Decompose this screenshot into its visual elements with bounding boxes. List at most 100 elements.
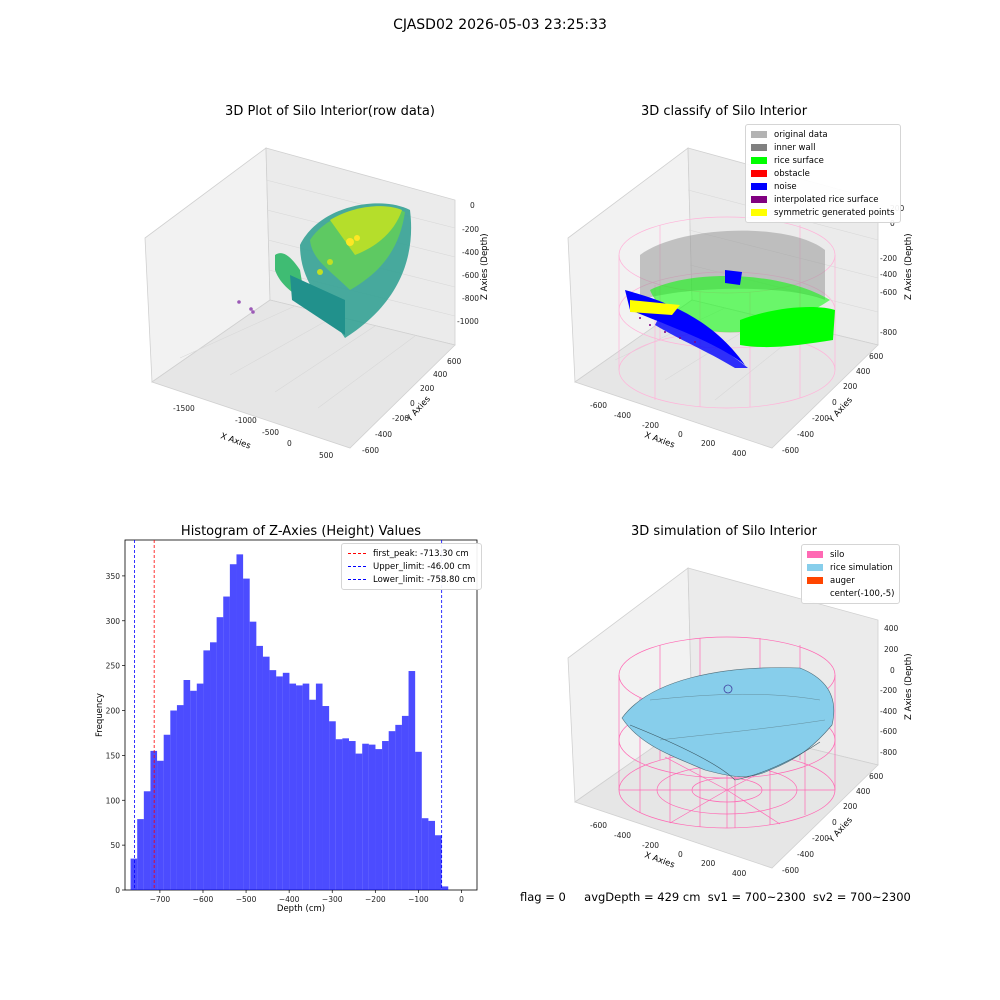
histogram-bar xyxy=(329,721,336,890)
legend-line xyxy=(348,579,366,580)
sim-ytick: 400 xyxy=(856,787,871,796)
legend-item-upper-limit: Upper_limit: -46.00 cm xyxy=(348,560,475,573)
histogram-ytick-label: 150 xyxy=(106,751,121,760)
classify-ytick: 400 xyxy=(856,367,871,376)
histogram-bar xyxy=(368,744,376,890)
legend-item-obstacle: obstacle xyxy=(751,167,895,180)
raw-xtick: 500 xyxy=(319,451,334,460)
histogram-bar xyxy=(342,738,349,890)
sim-xtick: -200 xyxy=(642,841,659,850)
legend-item-original-data: original data xyxy=(751,128,895,141)
classify-plot-title: 3D classify of Silo Interior xyxy=(640,104,808,119)
histogram-bar xyxy=(382,741,389,890)
raw-ylabel: Y Axies xyxy=(404,394,433,425)
raw-zlabel: Z Axies (Depth) xyxy=(480,233,490,300)
histogram-bar xyxy=(296,685,303,890)
histogram-bar xyxy=(143,791,151,890)
legend-item-noise: noise xyxy=(751,180,895,193)
raw-xlabel: X Axies xyxy=(219,431,252,451)
histogram-xtick-label: −100 xyxy=(408,895,429,904)
legend-swatch xyxy=(807,577,823,584)
sim-xtick: -600 xyxy=(590,821,607,830)
classify-xtick: -600 xyxy=(590,401,607,410)
classify-ztick: -400 xyxy=(880,270,897,279)
histogram-bar xyxy=(309,699,316,890)
histogram-bar xyxy=(348,741,356,890)
histogram-bar xyxy=(408,671,416,890)
histogram-xtick-label: −300 xyxy=(322,895,343,904)
histogram-bar xyxy=(163,734,171,890)
raw-ztick: -800 xyxy=(462,294,479,303)
histogram-bar xyxy=(176,705,184,890)
sim-ztick: -200 xyxy=(880,686,897,695)
histogram-bar xyxy=(216,617,224,890)
classify-xtick: -200 xyxy=(642,421,659,430)
legend-item-lower-limit: Lower_limit: -758.80 cm xyxy=(348,573,475,586)
histogram-bar xyxy=(322,706,330,890)
avg-depth-value: avgDepth = 429 cm xyxy=(584,890,701,904)
legend-item-interpolated: interpolated rice surface xyxy=(751,193,895,206)
raw-ztick: -1000 xyxy=(457,317,479,326)
sim-ztick: 400 xyxy=(884,624,899,633)
rice-simulation-surface xyxy=(621,667,835,781)
legend-item-auger: auger xyxy=(807,574,894,587)
histogram-ytick-label: 250 xyxy=(106,662,121,671)
simulation-3d-plot[interactable]: -600 -400 -200 0 200 400 -600 -400 -200 … xyxy=(555,560,920,890)
raw-ztick: 0 xyxy=(470,201,475,210)
legend-swatch xyxy=(751,131,767,138)
sim-xtick: 400 xyxy=(732,869,747,878)
simulation-legend: silo rice simulation auger center(-100,-… xyxy=(801,544,901,604)
histogram-bar xyxy=(196,683,204,890)
raw-xtick: -1500 xyxy=(173,404,195,413)
histogram-bar xyxy=(441,886,449,890)
classify-point-cloud xyxy=(625,230,835,368)
legend-item-inner-wall: inner wall xyxy=(751,141,895,154)
histogram-bar xyxy=(421,818,429,890)
histogram-xtick-label: −500 xyxy=(236,895,257,904)
histogram-xtick-label: −700 xyxy=(150,895,171,904)
histogram-bar xyxy=(262,656,270,890)
histogram-ytick-label: 100 xyxy=(106,796,121,805)
raw-ytick: 0 xyxy=(410,399,415,408)
sim-ytick: 200 xyxy=(843,802,858,811)
raw-ztick: -200 xyxy=(462,225,479,234)
histogram-ylabel: Frequency xyxy=(95,693,105,737)
histogram-bar xyxy=(210,642,217,890)
legend-swatch xyxy=(751,157,767,164)
histogram-bar xyxy=(415,751,422,890)
histogram-ytick-label: 200 xyxy=(106,707,121,716)
sv1-value: sv1 = 700~2300 xyxy=(707,890,806,904)
classify-xtick: 200 xyxy=(701,439,716,448)
sim-ytick: -400 xyxy=(797,850,814,859)
classify-ytick: 200 xyxy=(843,382,858,391)
histogram-bar xyxy=(249,621,257,890)
histogram-ytick-label: 50 xyxy=(110,841,120,850)
histogram-title: Histogram of Z-Axies (Height) Values xyxy=(180,524,422,539)
histogram-bar xyxy=(203,650,211,890)
legend-swatch xyxy=(751,209,767,216)
raw-ytick: -600 xyxy=(362,446,379,455)
histogram-bar xyxy=(315,683,323,890)
classify-xtick: -400 xyxy=(614,411,631,420)
histogram-xtick-label: 0 xyxy=(459,895,464,904)
classify-ztick: -200 xyxy=(880,254,897,263)
legend-item-rice-simulation: rice simulation xyxy=(807,561,894,574)
legend-item-first-peak: first_peak: -713.30 cm xyxy=(348,547,475,560)
histogram-chart[interactable]: −700 −600 −500 −400 −300 −200 −100 0 0 50 100 150 2… xyxy=(80,530,490,920)
histogram-bar xyxy=(256,645,263,890)
histogram-bar xyxy=(236,554,244,890)
sim-ztick: 0 xyxy=(890,666,895,675)
histogram-bar xyxy=(269,670,277,890)
histogram-bar xyxy=(401,715,409,890)
simulation-plot-title: 3D simulation of Silo Interior xyxy=(631,524,817,539)
sim-ytick: 0 xyxy=(832,818,837,827)
raw-3d-plot[interactable]: -1500 -1000 -500 0 500 -600 -400 -200 0 … xyxy=(130,135,490,480)
raw-xtick: -500 xyxy=(262,428,279,437)
legend-item-silo: silo xyxy=(807,548,894,561)
raw-xtick: -1000 xyxy=(235,416,257,425)
sim-ztick: -600 xyxy=(880,727,897,736)
classify-ytick: -400 xyxy=(797,430,814,439)
histogram-legend: first_peak: -713.30 cm Upper_limit: -46.… xyxy=(341,543,483,590)
classify-legend: original data inner wall rice surface ob… xyxy=(745,124,901,223)
raw-point-cloud xyxy=(237,203,412,338)
